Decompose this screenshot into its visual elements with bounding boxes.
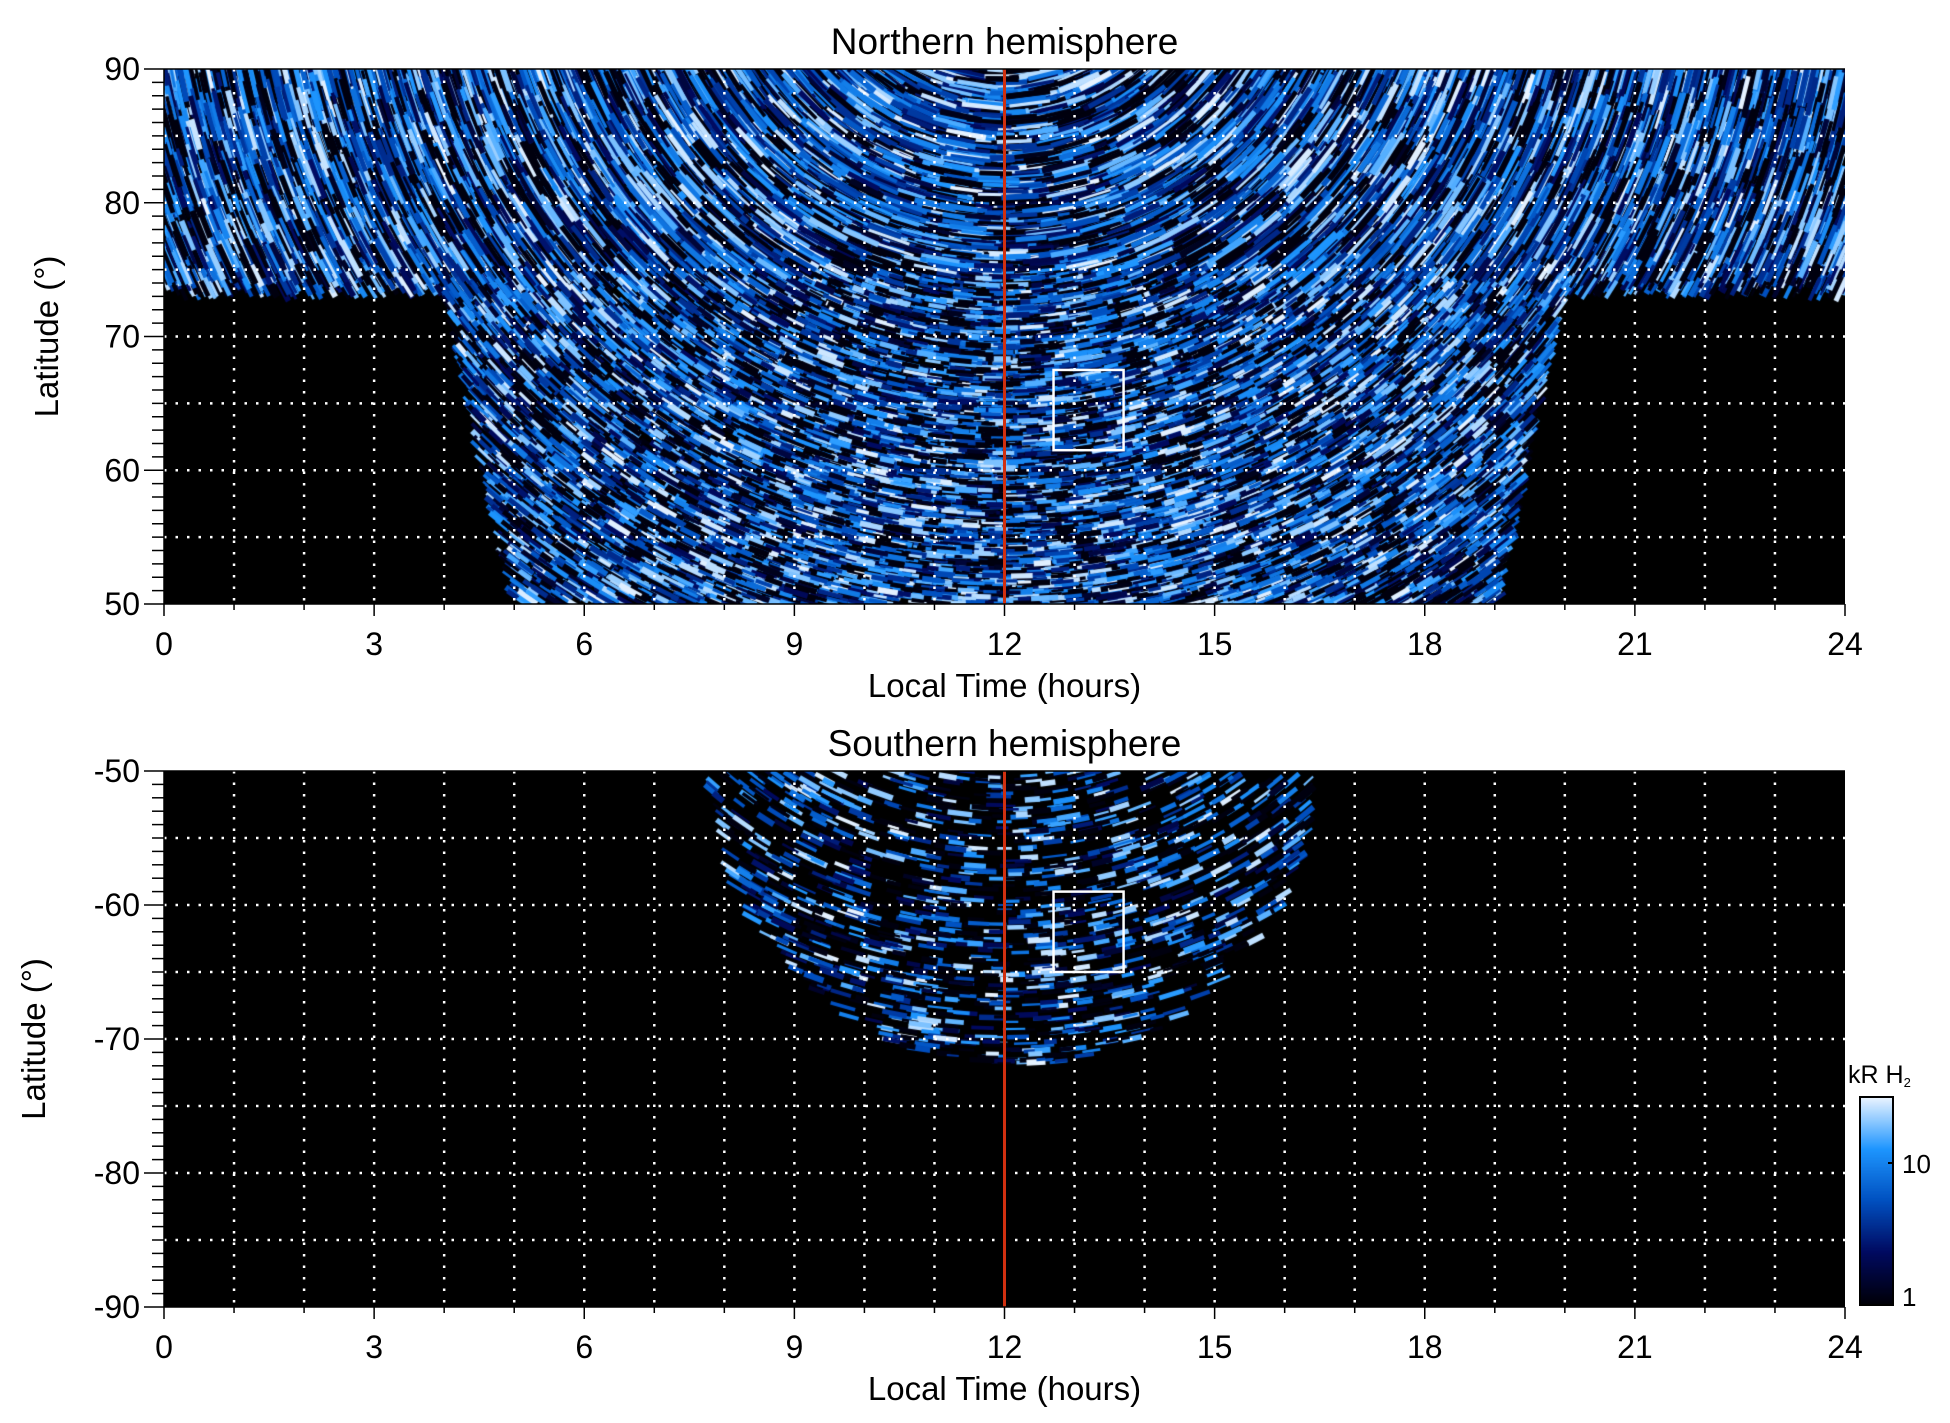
y-tick-label: -90 [94,1289,140,1325]
south-panel: 0 3 6 9 12 15 18 21 24 -90 -80 -70 -60 -50 Southern he… [15,723,1863,1407]
x-tick-label: 24 [1827,626,1863,662]
x-tick-label: 0 [155,626,173,662]
y-tick-label: -80 [94,1155,140,1191]
y-axis-label: Latitude (°) [15,958,52,1120]
x-tick-label: 21 [1617,626,1653,662]
colorbar-label: kR H2 [1848,1061,1911,1090]
x-tick-label: 24 [1827,1329,1863,1365]
colorbar: kR H2 10 1 [1848,1061,1931,1312]
x-tick-label: 3 [365,1329,383,1365]
y-tick-label: 90 [104,51,140,87]
x-tick-label: 15 [1197,626,1233,662]
y-tick-label: 80 [104,185,140,221]
y-axis-label: Latitude (°) [28,256,65,418]
x-tick-label: 6 [575,1329,593,1365]
x-tick-label: 18 [1407,1329,1443,1365]
colorbar-tick-label: 10 [1902,1149,1931,1179]
y-tick-label: -50 [94,753,140,789]
y-tick-label: -60 [94,887,140,923]
x-tick-label: 15 [1197,1329,1233,1365]
y-tick-label: 60 [104,452,140,488]
highlight-box [1052,890,1125,974]
colorbar-frame [1859,1096,1894,1306]
x-tick-label: 9 [785,1329,803,1365]
y-tick-label: 70 [104,319,140,355]
x-tick-label: 3 [365,626,383,662]
panel-title: Northern hemisphere [831,21,1179,62]
x-tick-label: 12 [987,626,1023,662]
colorbar-tick-label: 1 [1902,1282,1916,1312]
x-tick-label: 12 [987,1329,1023,1365]
x-tick-label: 6 [575,626,593,662]
x-axis-label: Local Time (hours) [868,1370,1141,1407]
y-tick-label: -70 [94,1021,140,1057]
x-tick-label: 9 [785,626,803,662]
x-tick-label: 21 [1617,1329,1653,1365]
x-tick-label: 18 [1407,626,1443,662]
north-panel: 0 3 6 9 12 15 18 21 24 50 60 70 80 90 Northern hemisph… [28,21,1863,704]
panel-title: Southern hemisphere [828,723,1182,764]
highlight-box [1052,368,1125,452]
colorbar-gradient [1860,1097,1893,1305]
y-tick-label: 50 [104,586,140,622]
x-tick-label: 0 [155,1329,173,1365]
x-axis-label: Local Time (hours) [868,667,1141,704]
